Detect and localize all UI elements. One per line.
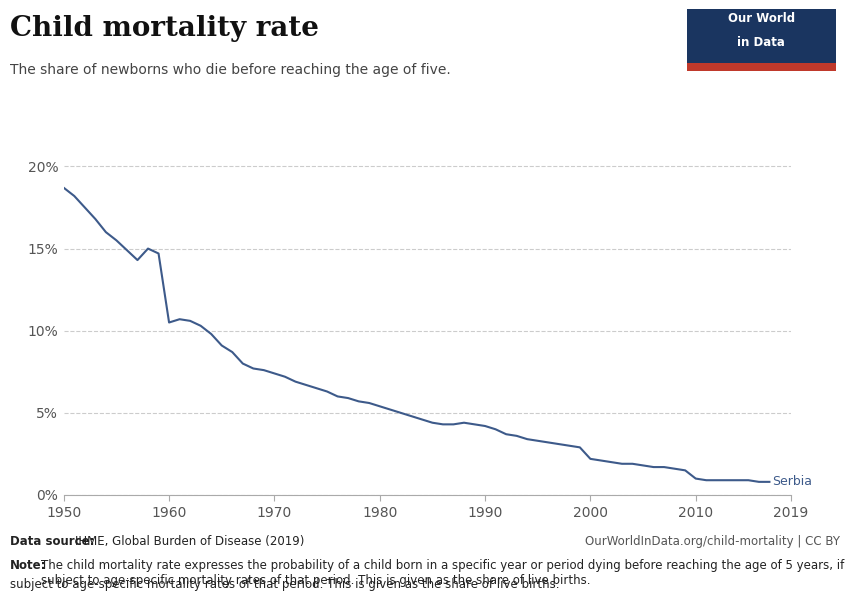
Text: Our World: Our World bbox=[728, 13, 795, 25]
Text: Note:: Note: bbox=[10, 559, 47, 572]
Text: Data source:: Data source: bbox=[10, 535, 94, 548]
Text: subject to age-specific mortality rates of that period. This is given as the sha: subject to age-specific mortality rates … bbox=[10, 578, 559, 592]
Text: IHME, Global Burden of Disease (2019): IHME, Global Burden of Disease (2019) bbox=[75, 535, 304, 548]
Text: The child mortality rate expresses the probability of a child born in a specific: The child mortality rate expresses the p… bbox=[41, 559, 844, 587]
Text: in Data: in Data bbox=[737, 37, 785, 49]
Text: The share of newborns who die before reaching the age of five.: The share of newborns who die before rea… bbox=[10, 63, 451, 77]
Text: OurWorldInData.org/child-mortality | CC BY: OurWorldInData.org/child-mortality | CC … bbox=[585, 535, 840, 548]
Text: Serbia: Serbia bbox=[773, 475, 813, 488]
Text: Child mortality rate: Child mortality rate bbox=[10, 15, 320, 42]
